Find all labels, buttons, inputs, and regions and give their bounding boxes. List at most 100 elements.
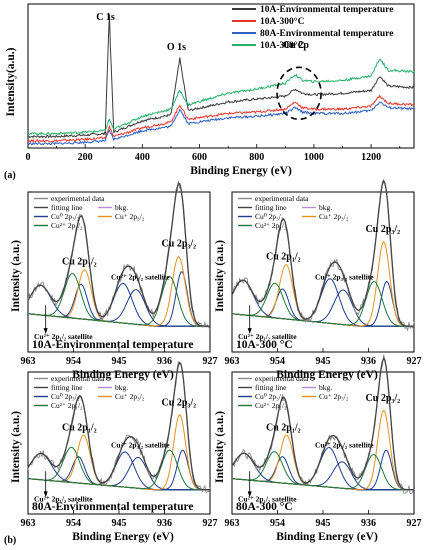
panel-a-figure-label: (a) <box>4 170 16 181</box>
panel-b-x-tick-label: 945 <box>316 356 331 367</box>
panel-b-legend-label: Cu²⁺ 2p₁/₂ <box>51 401 83 410</box>
panel-b-x-tick-label: 945 <box>112 518 127 529</box>
panel-b-legend-label: bkg. <box>319 203 332 212</box>
panel-b-fit-line <box>27 361 210 491</box>
panel-a-x-axis-label: Binding Energy (eV) <box>190 165 292 177</box>
panel-b-x-tick-label: 945 <box>316 518 331 529</box>
panel-b-peak-component <box>231 289 414 327</box>
panel-b-x-tick-label: 963 <box>225 356 240 367</box>
panel-b-y-axis-label: Intensity (a.u.) <box>10 411 22 483</box>
panel-b-x-tick-label: 963 <box>21 356 36 367</box>
panel-b-cu2p32-label: Cu 2p₃/₂ <box>366 393 401 404</box>
panel-b-satellite32-label: Cu²⁺ 2p₃/₂ satellite <box>315 272 374 281</box>
panel-b-x-tick-label: 963 <box>225 518 240 529</box>
panel-b-fit-line <box>231 179 414 327</box>
panel-b-sample-label: 10A-300 °C <box>236 339 293 351</box>
panel-a-x-tick-label: 0 <box>26 152 31 163</box>
panel-b-satellite32-label: Cu²⁺ 2p₃/₂ satellite <box>315 441 374 450</box>
panel-a-legend-label: 10A-300°C <box>260 40 305 51</box>
panel-b-legend-label: Cu⁺ 2p₃/₂ <box>115 392 145 401</box>
panel-b-legend-label: Cu²⁺ 2p₁/₂ <box>255 401 287 410</box>
panel-b-x-tick-label: 954 <box>270 518 285 529</box>
panel-a-series-line <box>27 58 415 136</box>
panel-b-figure-label: (b) <box>4 535 16 546</box>
panel-b-legend-label: experimental data <box>51 374 105 383</box>
panel-b-peak-component <box>27 275 210 327</box>
panel-b-legend-label: Cu⁰ 2p₃/₂ <box>255 212 284 221</box>
panel-b-x-tick-label: 936 <box>361 518 376 529</box>
c1s-annotation: C 1s <box>96 12 115 23</box>
panel-b-satellite32-label: Cu²⁺ 2p₃/₂ satellite <box>111 441 170 450</box>
panel-b-satellite-arrowhead <box>247 491 252 498</box>
panel-b-cu2p12-label: Cu 2p₁/₂ <box>62 422 97 433</box>
panel-b-x-tick-label: 927 <box>203 518 218 529</box>
panel-b-x-tick-label: 954 <box>66 518 81 529</box>
panel-a-legend-label: 10A-300°C <box>260 16 305 27</box>
o1s-annotation: O 1s <box>167 42 186 53</box>
panel-b-x-tick-label: 936 <box>157 356 172 367</box>
panel-b-y-axis-label: Intensity (a.u.) <box>10 240 22 312</box>
panel-b-legend-label: Cu⁰ 2p₃/₂ <box>51 392 80 401</box>
panel-b-satellite-arrowhead <box>43 328 48 335</box>
panel-b-peak-component <box>27 289 210 327</box>
panel-b-legend-label: fitting line <box>51 383 83 392</box>
panel-b-legend-label: Cu²⁺ 2p₁/₂ <box>255 221 287 230</box>
panel-b-peak-component <box>27 449 210 491</box>
panel-b-cu2p12-label: Cu 2p₁/₂ <box>266 252 301 263</box>
panel-b-legend-label: experimental data <box>255 374 309 383</box>
panel-b-bkg-line <box>27 313 210 327</box>
panel-a-x-tick-label: 1200 <box>361 152 381 163</box>
panel-a-x-tick-label: 800 <box>249 152 264 163</box>
panel-b-x-tick-label: 927 <box>407 518 422 529</box>
panel-a-frame <box>27 3 415 149</box>
panel-b-legend-label: experimental data <box>51 194 105 203</box>
panel-b-legend-label: experimental data <box>255 194 309 203</box>
panel-b-legend-label: Cu⁺ 2p₃/₂ <box>319 212 349 221</box>
panel-b-legend-label: fitting line <box>255 383 287 392</box>
panel-a-x-tick-label: 600 <box>192 152 207 163</box>
panel-b-legend-label: Cu⁰ 2p₃/₂ <box>255 392 284 401</box>
panel-b-peak-component <box>27 456 210 491</box>
panel-a-x-tick-label: 400 <box>135 152 150 163</box>
panel-b-satellite12-label: Cu²⁺ 2p₁/₂ satellite <box>238 332 297 341</box>
panel-b-x-tick-label: 954 <box>270 356 285 367</box>
panel-b-y-axis-label: Intensity (a.u.) <box>214 411 226 483</box>
cu2p-annotation: Cu 2p <box>283 40 309 51</box>
panel-b-cu2p12-label: Cu 2p₁/₂ <box>266 422 301 433</box>
panel-b-sample-label: 80A-Environmental temperature <box>32 501 194 513</box>
panel-b-satellite32-label: Cu²⁺ 2p₃/₂ satellite <box>111 272 170 281</box>
panel-b-sample-label: 10A-Environmental temperature <box>32 339 194 351</box>
cu2p-highlight-ellipse <box>276 66 322 121</box>
panel-b-fit-line <box>231 357 414 491</box>
panel-b-y-axis-label: Intensity (a.u.) <box>214 240 226 312</box>
panel-b-satellite12-label: Cu²⁺ 2p₁/₂ satellite <box>238 495 297 504</box>
panel-b-satellite-arrowhead <box>43 491 48 498</box>
panel-b-peak-component <box>27 256 210 327</box>
panel-b-legend-label: bkg. <box>115 383 128 392</box>
panel-b-legend-label: Cu⁰ 2p₃/₂ <box>51 212 80 221</box>
panel-b-bkg-line <box>27 478 210 491</box>
panel-a-legend-label: 80A-Environmental temperature <box>260 29 393 39</box>
panel-a-series-line <box>27 101 415 146</box>
panel-b-x-tick-label: 936 <box>157 518 172 529</box>
panel-b-x-tick-label: 963 <box>21 518 36 529</box>
panel-b-legend-label: fitting line <box>51 203 83 212</box>
panel-b-x-tick-label: 945 <box>112 356 127 367</box>
panel-b-satellite-arrowhead <box>247 328 252 335</box>
panel-b-x-tick-label: 954 <box>66 356 81 367</box>
panel-b-legend-label: Cu²⁺ 2p₁/₂ <box>51 221 83 230</box>
panel-b-peak-component <box>27 284 210 327</box>
panel-b-fit-line <box>27 182 210 327</box>
panel-b-peak-component <box>231 453 414 491</box>
panel-b-satellite12-label: Cu²⁺ 2p₁/₂ satellite <box>34 332 93 341</box>
panel-b-peak-component <box>231 281 414 327</box>
panel-b-x-tick-label: 927 <box>407 356 422 367</box>
panel-b-peak-component <box>27 456 210 491</box>
panel-a-y-axis-label: Intensity(a.u.) <box>5 47 17 116</box>
panel-b-cu2p32-label: Cu 2p₃/₂ <box>162 398 197 409</box>
panel-b-legend-label: bkg. <box>319 383 332 392</box>
panel-a-legend-label: 10A-Environmental temperature <box>260 5 393 15</box>
panel-a-x-tick-label: 1000 <box>304 152 324 163</box>
panel-b-legend-label: Cu⁺ 2p₃/₂ <box>115 212 145 221</box>
